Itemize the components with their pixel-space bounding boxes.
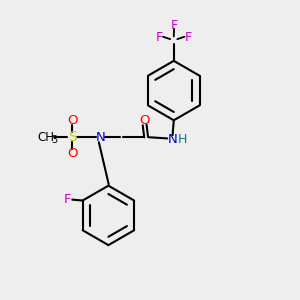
- Text: N: N: [95, 131, 105, 144]
- Text: 3: 3: [51, 135, 57, 145]
- Text: O: O: [67, 114, 77, 128]
- Text: N: N: [167, 133, 177, 146]
- Text: F: F: [155, 31, 163, 44]
- Text: O: O: [140, 114, 150, 128]
- Text: F: F: [171, 19, 178, 32]
- Text: F: F: [185, 31, 192, 44]
- Text: F: F: [64, 193, 71, 206]
- Text: CH: CH: [38, 131, 55, 144]
- Text: O: O: [67, 147, 77, 160]
- Text: S: S: [68, 130, 76, 144]
- Text: H: H: [178, 133, 188, 146]
